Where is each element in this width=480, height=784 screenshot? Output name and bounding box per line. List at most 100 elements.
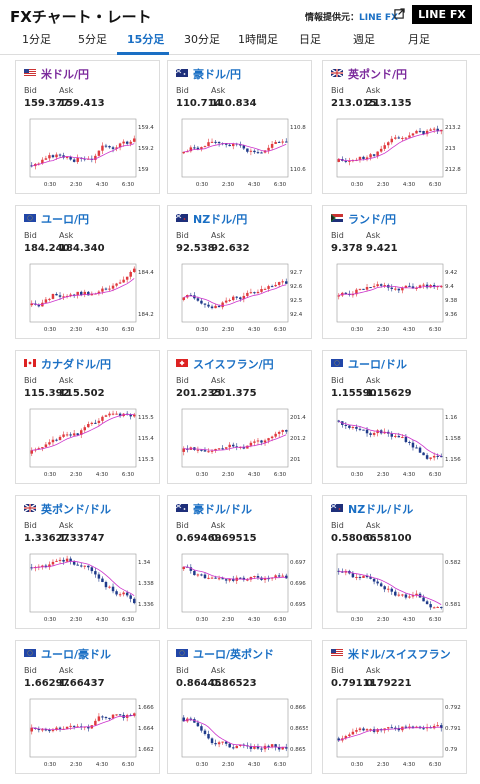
candle-body (51, 439, 55, 443)
rate-card[interactable]: 米ドル/円 Bid 159.377 Ask 159.413 159.4 159.2 159 0:… (15, 60, 160, 194)
rate-card[interactable]: カナダドル/円 Bid 115.392 Ask 115.502 115.5 115.4 115… (15, 350, 160, 484)
candle-body (228, 743, 231, 748)
tab-5min[interactable]: 5分足 (78, 33, 107, 46)
candle-body (376, 729, 379, 732)
provider-link[interactable]: LINE FX (359, 13, 398, 23)
candle-body (256, 746, 260, 749)
pair-name-link[interactable]: NZドル/ドル (348, 503, 414, 516)
pair-name-link[interactable]: NZドル/円 (193, 213, 248, 226)
candle-body (277, 747, 281, 750)
candle-body (429, 457, 432, 459)
rate-card[interactable]: ランド/円 Bid 9.378 Ask 9.421 9.42 9.4 9.38 9.36 0:30… (322, 205, 467, 339)
candle-body (41, 729, 44, 731)
candle-body (348, 425, 351, 428)
candle-body (425, 130, 429, 135)
candle-body (231, 747, 235, 749)
candle-body (404, 726, 408, 728)
rate-card[interactable]: ユーロ/ドル Bid 1.15590 Ask 1.15629 1.16 1.158 1.156… (322, 350, 467, 484)
bid-value: 1.15590 (331, 388, 377, 399)
y-tick-label: 92.4 (290, 312, 303, 318)
pair-name-link[interactable]: 米ドル/円 (41, 68, 90, 81)
candle-body (115, 413, 118, 415)
pair-name-link[interactable]: 豪ドル/ドル (193, 503, 253, 516)
y-tick-label: 201.4 (290, 415, 306, 421)
candlestick-chart: 0.697 0.696 0.695 0:30 2:30 4:30 6:30 (181, 553, 306, 623)
candle-body (404, 285, 408, 288)
line-fx-logo[interactable]: LINE FX (412, 5, 472, 24)
ask-label: Ask (59, 86, 74, 95)
rate-card[interactable]: 豪ドル/ドル Bid 0.69469 Ask 0.69515 0.697 0.696 0.69… (167, 495, 312, 629)
candle-body (115, 714, 118, 716)
candle-body (436, 455, 439, 457)
tab-1min[interactable]: 1分足 (22, 33, 51, 46)
candle-body (355, 289, 358, 295)
tab-1hour[interactable]: 1時間足 (238, 33, 278, 46)
pair-name-link[interactable]: ユーロ/豪ドル (41, 648, 112, 661)
pair-name-link[interactable]: 英ポンド/ドル (41, 503, 112, 516)
rate-card[interactable]: ユーロ/英ポンド Bid 0.86445 Ask 0.86523 0.866 0.8655 0… (167, 640, 312, 774)
candle-body (379, 284, 383, 286)
tab-15min[interactable]: 15分足 (127, 33, 165, 46)
x-tick-label: 4:30 (96, 327, 109, 333)
rate-card[interactable]: 英ポンド/円 Bid 213.015 Ask 213.135 213.2 213 212.8 0… (322, 60, 467, 194)
candle-body (200, 300, 203, 304)
candle-body (231, 296, 235, 301)
external-link-icon[interactable] (394, 8, 405, 19)
ask-label: Ask (59, 376, 74, 385)
tab-weekly[interactable]: 週足 (353, 33, 375, 46)
provider-credit: 情報提供元：LINE FX (305, 10, 398, 23)
candle-body (76, 157, 79, 162)
moving-average-line (31, 413, 135, 451)
candle-body (132, 414, 136, 417)
rate-card[interactable]: スイスフラン/円 Bid 201.235 Ask 201.375 201.4 201.2 20… (167, 350, 312, 484)
candle-body (214, 305, 217, 309)
rate-card[interactable]: NZドル/ドル Bid 0.58066 Ask 0.58100 0.582 0.581 0:3… (322, 495, 467, 629)
candlestick-chart: 1.16 1.158 1.156 0:30 2:30 4:30 6:30 (336, 408, 461, 478)
rate-card[interactable]: 英ポンド/ドル Bid 1.33627 Ask 1.33747 1.34 1.338 1.33… (15, 495, 160, 629)
candle-body (394, 727, 397, 729)
candlestick-chart: 110.8 110.6 0:30 2:30 4:30 6:30 (181, 118, 306, 188)
x-tick-label: 4:30 (403, 762, 416, 768)
pair-name-link[interactable]: 米ドル/スイスフラン (348, 648, 451, 661)
pair-name-link[interactable]: スイスフラン/円 (193, 358, 274, 371)
bid-value: 1.33627 (24, 533, 70, 544)
flag-icon (331, 504, 343, 512)
rate-card[interactable]: NZドル/円 Bid 92.538 Ask 92.632 92.7 92.6 92.5 92.4… (167, 205, 312, 339)
candle-body (351, 573, 355, 578)
candle-body (249, 442, 253, 446)
candle-body (58, 154, 62, 156)
rate-card[interactable]: ユーロ/豪ドル Bid 1.66297 Ask 1.66437 1.666 1.664 1.6… (15, 640, 160, 774)
pair-name-link[interactable]: カナダドル/円 (41, 358, 112, 371)
candle-body (182, 151, 186, 154)
pair-name-link[interactable]: ユーロ/円 (41, 213, 90, 226)
pair-name-link[interactable]: 英ポンド/円 (348, 68, 408, 81)
candlestick-chart: 159.4 159.2 159 0:30 2:30 4:30 6:30 (29, 118, 154, 188)
tab-daily[interactable]: 日足 (299, 33, 321, 46)
candle-body (125, 141, 129, 144)
pair-name-link[interactable]: ランド/円 (348, 213, 397, 226)
tab-30min[interactable]: 30分足 (184, 33, 220, 46)
candle-body (253, 746, 256, 749)
pair-name-link[interactable]: 豪ドル/円 (193, 68, 242, 81)
rate-card[interactable]: 豪ドル/円 Bid 110.714 Ask 110.834 110.8 110.6 0:30 2… (167, 60, 312, 194)
y-tick-label: 213 (445, 146, 456, 152)
candle-body (376, 284, 379, 287)
pair-name-link[interactable]: ユーロ/ドル (348, 358, 408, 371)
tab-monthly[interactable]: 月足 (408, 33, 430, 46)
candle-body (439, 456, 443, 458)
candle-body (408, 135, 411, 138)
rate-card[interactable]: 米ドル/スイスフラン Bid 0.79111 Ask 0.79221 0.792 0.791… (322, 640, 467, 774)
candle-body (362, 156, 365, 159)
candle-body (115, 283, 118, 286)
rate-card[interactable]: ユーロ/円 Bid 184.240 Ask 184.340 184.4 184.2 0:30 2… (15, 205, 160, 339)
moving-average-line (338, 570, 442, 605)
candle-body (256, 440, 260, 442)
candle-body (415, 130, 418, 134)
candle-body (221, 448, 224, 450)
flag-icon (24, 649, 36, 657)
candle-body (358, 156, 362, 160)
moving-average-line (31, 560, 135, 597)
y-tick-label: 1.336 (138, 602, 154, 608)
pair-name-link[interactable]: ユーロ/英ポンド (193, 648, 275, 661)
candle-body (37, 163, 41, 165)
